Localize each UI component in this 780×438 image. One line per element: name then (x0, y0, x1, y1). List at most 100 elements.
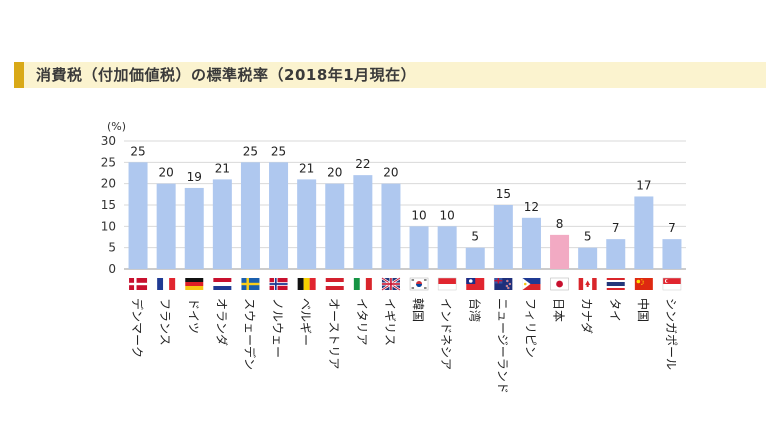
category-label: デンマーク (130, 298, 145, 358)
flag-part (468, 279, 473, 283)
flag-part (303, 278, 310, 290)
flag-part (381, 283, 400, 285)
flag-part (129, 282, 148, 286)
flag-part (353, 278, 360, 290)
bar (156, 183, 176, 269)
italy-flag (353, 278, 372, 290)
flag-part (269, 283, 288, 285)
belgium-flag (297, 278, 316, 290)
singapore-flag (662, 277, 682, 291)
flag-part (662, 284, 681, 290)
flag-part (606, 288, 625, 290)
data-label: 21 (215, 161, 230, 175)
flag-part (662, 277, 682, 291)
bar (521, 217, 541, 269)
category-label: 韓国 (411, 298, 425, 322)
flag-part (636, 279, 641, 284)
category-label: 中国 (636, 298, 651, 322)
category-label: ドイツ (186, 298, 200, 334)
category-label: カナダ (580, 298, 595, 334)
category-label: シンガポール (664, 298, 678, 370)
category-label: 台湾 (467, 298, 482, 322)
flag-part (213, 286, 232, 290)
taiwan-flag (466, 278, 485, 290)
bar (325, 183, 345, 269)
data-label: 25 (130, 144, 145, 158)
flag-part (185, 278, 204, 282)
category-label: フィリピン (523, 298, 537, 358)
data-label: 20 (383, 166, 398, 180)
flag-part (409, 277, 429, 291)
y-unit-label: (%) (107, 120, 126, 133)
germany-flag (185, 278, 204, 290)
austria-flag (325, 278, 344, 290)
flag-part (592, 278, 597, 290)
data-label: 7 (612, 221, 620, 235)
bar (550, 234, 570, 269)
category-label: イギリス (383, 298, 397, 346)
category-label: ベルギー (299, 298, 313, 346)
flag-part (634, 278, 653, 290)
flag-part (365, 278, 372, 290)
y-tick-label: 15 (101, 198, 116, 212)
data-label: 10 (440, 208, 455, 222)
flag-part (522, 278, 541, 284)
data-label: 22 (355, 157, 370, 171)
title-accent (14, 62, 24, 88)
flag-part (578, 278, 584, 290)
flag-part (185, 282, 204, 286)
data-label: 20 (159, 166, 174, 180)
y-tick-label: 10 (101, 219, 116, 233)
category-label: タイ (608, 298, 622, 322)
data-label: 21 (299, 161, 314, 175)
indonesia-flag (437, 277, 457, 291)
flag-part (494, 280, 503, 282)
category-label: フランス (158, 298, 172, 346)
category-label: インドネシア (439, 298, 453, 370)
title-bar (14, 62, 766, 88)
y-tick-label: 0 (108, 262, 116, 276)
flag-part (325, 282, 344, 286)
china-flag (634, 278, 653, 290)
data-label: 10 (411, 208, 426, 222)
flag-part (550, 277, 569, 291)
category-label: スウェーデン (242, 298, 257, 370)
chart-title: 消費税（付加価値税）の標準税率（2018年1月現在） (36, 66, 417, 84)
flag-part (522, 284, 541, 290)
flag-part (359, 278, 366, 290)
flag-part (309, 278, 316, 290)
korea-flag (409, 277, 429, 291)
bar (184, 187, 204, 269)
flag-part (642, 280, 644, 282)
new-zealand-flag (494, 278, 513, 290)
flag-part (506, 279, 509, 283)
flag-part (411, 287, 415, 289)
bar (409, 226, 429, 269)
flag-part (606, 286, 625, 288)
flag-part (606, 278, 625, 280)
france-flag (157, 278, 176, 290)
bar (465, 247, 485, 269)
flag-part (169, 278, 176, 290)
philippines-flag (522, 278, 541, 290)
netherlands-flag (213, 278, 232, 290)
flag-part (424, 279, 427, 281)
flag-part (666, 279, 670, 283)
flag-part (641, 283, 643, 285)
data-label: 25 (243, 144, 258, 158)
flag-part (416, 284, 423, 287)
bar (128, 162, 148, 269)
flag-part (438, 284, 457, 290)
norway-flag (269, 278, 288, 290)
sweden-flag (241, 278, 260, 290)
japan-flag (550, 277, 569, 291)
data-label: 25 (271, 144, 286, 158)
flag-part (325, 286, 344, 290)
y-tick-label: 20 (101, 177, 116, 191)
flag-part (505, 284, 508, 288)
bar (240, 162, 260, 269)
data-label: 7 (668, 221, 676, 235)
flag-part (508, 282, 511, 286)
flag-part (438, 278, 457, 284)
